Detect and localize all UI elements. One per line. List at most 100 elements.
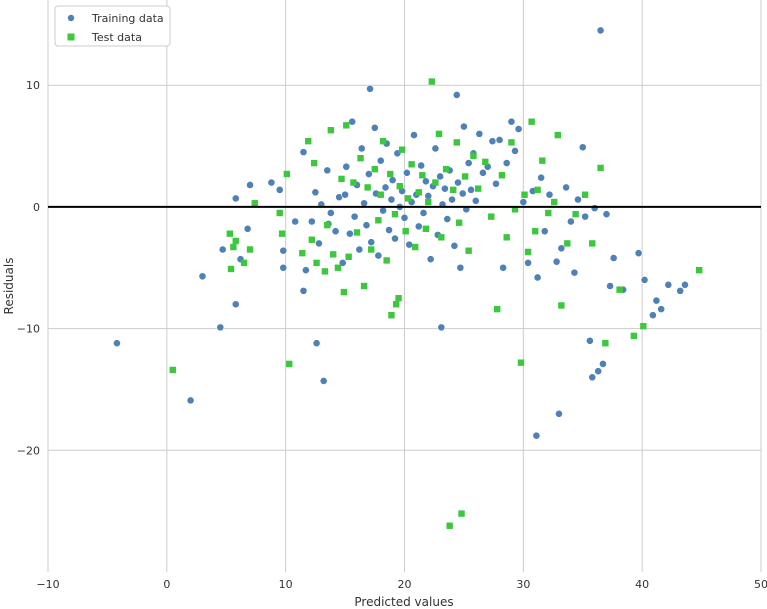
test-data-point xyxy=(419,172,426,179)
training-data-point xyxy=(388,176,397,185)
x-axis-label: Predicted values xyxy=(354,595,453,609)
training-data-point xyxy=(341,190,349,199)
test-data-point xyxy=(276,209,283,217)
test-data-point xyxy=(340,288,348,296)
test-data-point xyxy=(453,139,460,146)
x-tick-label: 30 xyxy=(516,578,530,591)
training-data-point xyxy=(362,221,371,230)
training-data-point xyxy=(426,255,435,264)
test-data-point xyxy=(313,259,320,267)
test-data-point xyxy=(493,305,501,313)
test-data-point xyxy=(425,198,432,206)
training-data-point xyxy=(479,168,487,177)
training-data-point xyxy=(291,217,300,226)
test-data-point xyxy=(545,209,552,217)
training-data-point xyxy=(350,212,359,221)
training-data-point xyxy=(441,184,449,193)
test-data-point xyxy=(581,191,589,198)
y-axis-label: Residuals xyxy=(2,258,16,315)
test-data-point xyxy=(572,210,579,218)
test-data-point xyxy=(503,234,510,241)
test-data-point xyxy=(432,179,439,186)
test-data-point xyxy=(377,191,384,198)
test-data-point xyxy=(321,268,329,275)
test-data-point xyxy=(508,139,515,146)
training-data-point xyxy=(488,137,497,146)
training-data-point xyxy=(676,286,685,295)
test-data-point xyxy=(338,175,345,183)
test-data-point xyxy=(305,137,312,145)
training-data-point xyxy=(307,217,316,226)
legend-box xyxy=(54,5,171,47)
training-data-point xyxy=(533,273,542,282)
training-data-point xyxy=(562,183,571,192)
training-data-point xyxy=(275,185,284,194)
training-data-point xyxy=(460,122,468,131)
test-data-point xyxy=(345,253,352,260)
training-data-point xyxy=(514,125,523,133)
training-data-point xyxy=(370,123,379,132)
training-data-point xyxy=(367,238,376,247)
training-data-point xyxy=(590,204,599,213)
test-data-point xyxy=(230,243,237,251)
test-data-point xyxy=(511,206,519,213)
training-data-point xyxy=(342,162,351,171)
training-data-point xyxy=(648,311,657,320)
test-data-point xyxy=(375,217,382,224)
training-data-point xyxy=(414,222,423,231)
training-data-point xyxy=(186,396,195,405)
tick-labels: −10 0 10 20 30 40 50 −20 −10 0 10 xyxy=(17,79,767,591)
training-data-point xyxy=(467,185,475,194)
test-data-point xyxy=(602,340,609,347)
test-data-point xyxy=(360,282,368,290)
training-data-point xyxy=(323,166,332,175)
test-data-point xyxy=(395,294,402,302)
test-data-point xyxy=(455,219,463,226)
test-data-point xyxy=(411,243,419,251)
test-data-point xyxy=(324,221,331,229)
test-data-point xyxy=(696,266,703,274)
training-data-point xyxy=(578,143,587,152)
training-data-point xyxy=(326,209,335,217)
training-data-point xyxy=(385,226,393,234)
training-data-point xyxy=(279,246,288,255)
training-data-point xyxy=(657,305,666,314)
training-data-point xyxy=(519,198,528,206)
training-data-point xyxy=(524,258,532,267)
test-data-point xyxy=(498,172,506,179)
test-data-point xyxy=(388,312,395,319)
training-data-point xyxy=(511,147,519,155)
test-data-point xyxy=(368,246,375,253)
test-data-point xyxy=(482,158,489,166)
training-data-point xyxy=(113,339,121,348)
training-data-point xyxy=(348,117,357,126)
test-data-point xyxy=(589,240,596,247)
training-data-point xyxy=(581,212,590,221)
training-data-point xyxy=(570,268,579,277)
test-data-point xyxy=(227,265,235,273)
training-data-point xyxy=(299,148,308,157)
training-data-point xyxy=(634,249,643,258)
test-data-point xyxy=(422,225,430,232)
test-data-point xyxy=(350,179,357,186)
training-data-point xyxy=(410,131,418,139)
test-data-point xyxy=(379,137,387,145)
training-data-point xyxy=(387,195,396,204)
training-data-point xyxy=(588,373,597,382)
training-data-point xyxy=(452,91,461,99)
training-data-point xyxy=(364,170,373,178)
training-data-point xyxy=(450,241,459,250)
training-data-point xyxy=(331,227,340,236)
test-data-point xyxy=(330,251,337,258)
test-data-point xyxy=(640,322,647,330)
test-data-point xyxy=(528,118,535,125)
training-data-point xyxy=(366,84,374,93)
training-data-point xyxy=(502,159,511,167)
test-data-point xyxy=(474,185,482,192)
test-data-point xyxy=(428,78,436,85)
training-data-point xyxy=(652,296,661,305)
training-data-point xyxy=(640,276,649,284)
training-data-point xyxy=(458,189,467,198)
training-data-point xyxy=(606,282,614,290)
test-data-point xyxy=(408,161,415,168)
